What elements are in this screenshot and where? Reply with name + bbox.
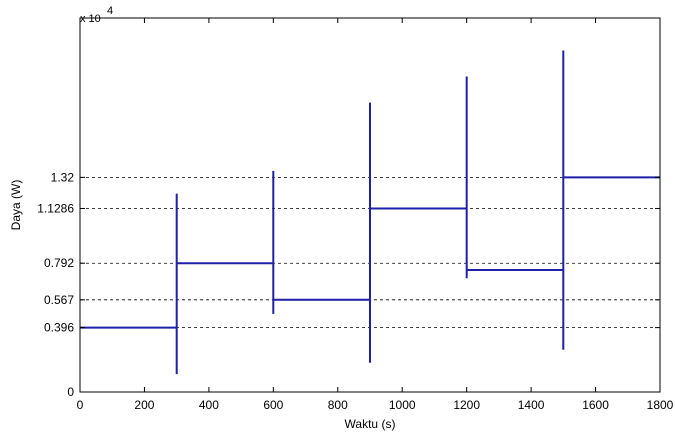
y-tick-label: 0.792	[44, 256, 74, 270]
y-tick-label: 0	[67, 385, 74, 399]
x-tick-label: 800	[328, 398, 348, 412]
x-tick-label: 1800	[647, 398, 674, 412]
y-axis-title: Daya (W)	[9, 180, 23, 231]
x-tick-label: 1000	[389, 398, 416, 412]
y-tick-label: 1.32	[51, 170, 75, 184]
plot-frame	[79, 17, 661, 393]
y-axis: 0 0.396 0.567 0.792 1.1286 1.32	[37, 170, 660, 399]
x-tick-label: 1600	[582, 398, 609, 412]
x-axis-title: Waktu (s)	[345, 417, 396, 431]
x-tick-label: 600	[263, 398, 283, 412]
x-tick-label: 400	[199, 398, 219, 412]
series-group	[80, 50, 660, 375]
x-tick-label: 1400	[518, 398, 545, 412]
x-axis: 0 200 400 600 800 1000 1200 1400 1600 1800	[77, 18, 674, 412]
y-scale-note-exponent: 4	[107, 5, 113, 17]
y-scale-note: x 10	[80, 13, 101, 25]
power-series-line	[80, 50, 660, 375]
y-tick-label: 1.1286	[37, 201, 74, 215]
x-tick-label: 200	[134, 398, 154, 412]
y-tick-label: 0.396	[44, 321, 74, 335]
y-tick-label: 0.567	[44, 293, 74, 307]
x-tick-label: 0	[77, 398, 84, 412]
x-tick-label: 1200	[453, 398, 480, 412]
